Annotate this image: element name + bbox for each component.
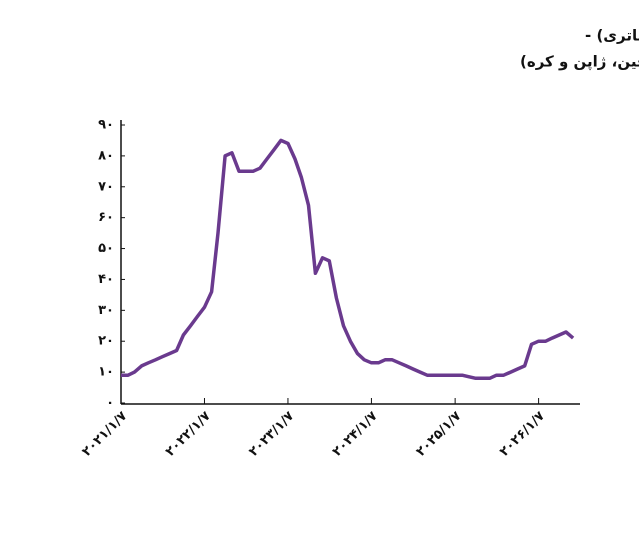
y-tick-label: ۲۰	[98, 334, 114, 349]
x-tick-label: ۲۰۲۳/۱/۷	[246, 409, 297, 460]
y-tick-label: ۴۰	[98, 272, 114, 287]
y-tick-label: ۶۰	[98, 210, 114, 225]
data-line	[121, 138, 575, 381]
y-tick-label: ۳۰	[98, 303, 114, 318]
y-tick-label: ۹۰	[98, 118, 114, 133]
x-tick-label: ۲۰۲۱/۱/۷	[79, 409, 130, 460]
y-tick-label: ۰	[106, 396, 114, 411]
y-tick-label: ۷۰	[98, 179, 114, 194]
x-tick-label: ۲۰۲۵/۱/۷	[413, 409, 464, 460]
y-tick-label: ۵۰	[98, 241, 114, 256]
y-tick-label: ۱۰	[98, 365, 114, 380]
x-tick-label: ۲۰۲۴/۱/۷	[330, 409, 381, 460]
x-tick-label: ۲۰۲۲/۱/۷	[163, 409, 214, 460]
x-tick-label: ۲۰۲۶/۱/۷	[497, 409, 548, 460]
y-tick-label: ۸۰	[98, 148, 114, 163]
chart-subtitle: میانگین قیمت‌های تحویل در مقصد (CIF) در …	[520, 53, 639, 72]
chart-title: قیمت نقدی لیتیوم هیدروکسید مونوهیدرات (ح…	[585, 27, 639, 45]
